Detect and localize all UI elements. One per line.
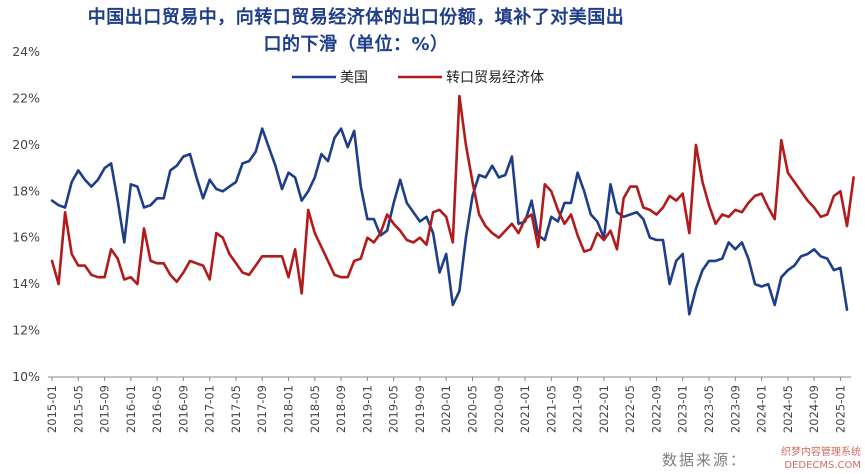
y-tick-label: 24% (12, 44, 40, 59)
watermark-line-2: DEDECMS.COM (784, 460, 861, 471)
x-tick-label: 2018-09 (334, 385, 348, 433)
y-tick-label: 10% (12, 369, 40, 384)
x-tick-label: 2020-09 (492, 385, 506, 433)
legend-label: 转口贸易经济体 (446, 70, 544, 86)
x-tick-label: 2023-05 (702, 385, 716, 433)
x-tick-label: 2022-01 (597, 385, 611, 433)
x-tick-label: 2025-01 (833, 385, 847, 433)
x-tick-label: 2019-05 (387, 385, 401, 433)
x-tick-label: 2022-09 (649, 385, 663, 433)
chart-title: 中国出口贸易中，向转口贸易经济体的出口份额，填补了对美国出 口的下滑（单位：%） (6, 4, 706, 58)
y-tick-label: 12% (12, 323, 40, 338)
y-tick-label: 22% (12, 90, 40, 105)
legend: 美国 转口贸易经济体 (292, 70, 544, 86)
series-line-transit (50, 94, 855, 295)
x-tick-label: 2021-09 (571, 385, 585, 433)
x-tick-label: 2019-01 (360, 385, 374, 433)
x-tick-label: 2015-05 (71, 385, 85, 433)
series-layer (50, 94, 855, 316)
x-tick-label: 2016-01 (124, 385, 138, 433)
x-tick-label: 2019-09 (413, 385, 427, 433)
chart-title-line-2: 口的下滑（单位：%） (263, 34, 449, 55)
x-tick-label: 2024-05 (781, 385, 795, 433)
source-note: 数据来源： (661, 451, 747, 469)
watermark-logo: 织梦内容管理系统 DEDECMS.COM (749, 446, 861, 472)
x-tick-label: 2024-09 (807, 385, 821, 433)
x-tick-label: 2018-01 (282, 385, 296, 433)
x-tick-label: 2017-01 (203, 385, 217, 433)
y-axis: 10% 12% 14% 16% 18% 20% 22% 24% (12, 44, 40, 384)
x-tick-label: 2018-05 (308, 385, 322, 433)
x-tick-label: 2016-05 (150, 385, 164, 433)
x-tick-label: 2015-09 (98, 385, 112, 433)
x-tick-label: 2023-01 (676, 385, 690, 433)
x-tick-label: 2023-09 (728, 385, 742, 433)
y-tick-label: 20% (12, 137, 40, 152)
chart-title-line-1: 中国出口贸易中，向转口贸易经济体的出口份额，填补了对美国出 (87, 7, 625, 28)
x-axis: 2015-01 2015-05 2015-09 2016-01 2016-05 2016-… (45, 376, 851, 433)
x-tick-label: 2020-05 (465, 385, 479, 433)
x-tick-label: 2020-01 (439, 385, 453, 433)
x-tick-label: 2021-05 (544, 385, 558, 433)
watermark-line-1: 织梦内容管理系统 (781, 447, 861, 458)
legend-label: 美国 (340, 70, 368, 86)
x-tick-label: 2017-09 (255, 385, 269, 433)
x-tick-label: 2022-05 (623, 385, 637, 433)
x-tick-label: 2016-09 (176, 385, 190, 433)
y-tick-label: 18% (12, 183, 40, 198)
y-tick-label: 16% (12, 230, 40, 245)
x-tick-label: 2017-05 (229, 385, 243, 433)
x-tick-label: 2021-01 (518, 385, 532, 433)
y-tick-label: 14% (12, 276, 40, 291)
x-tick-label: 2024-01 (755, 385, 769, 433)
x-tick-label: 2015-01 (45, 385, 59, 433)
series-line-us (50, 127, 849, 316)
